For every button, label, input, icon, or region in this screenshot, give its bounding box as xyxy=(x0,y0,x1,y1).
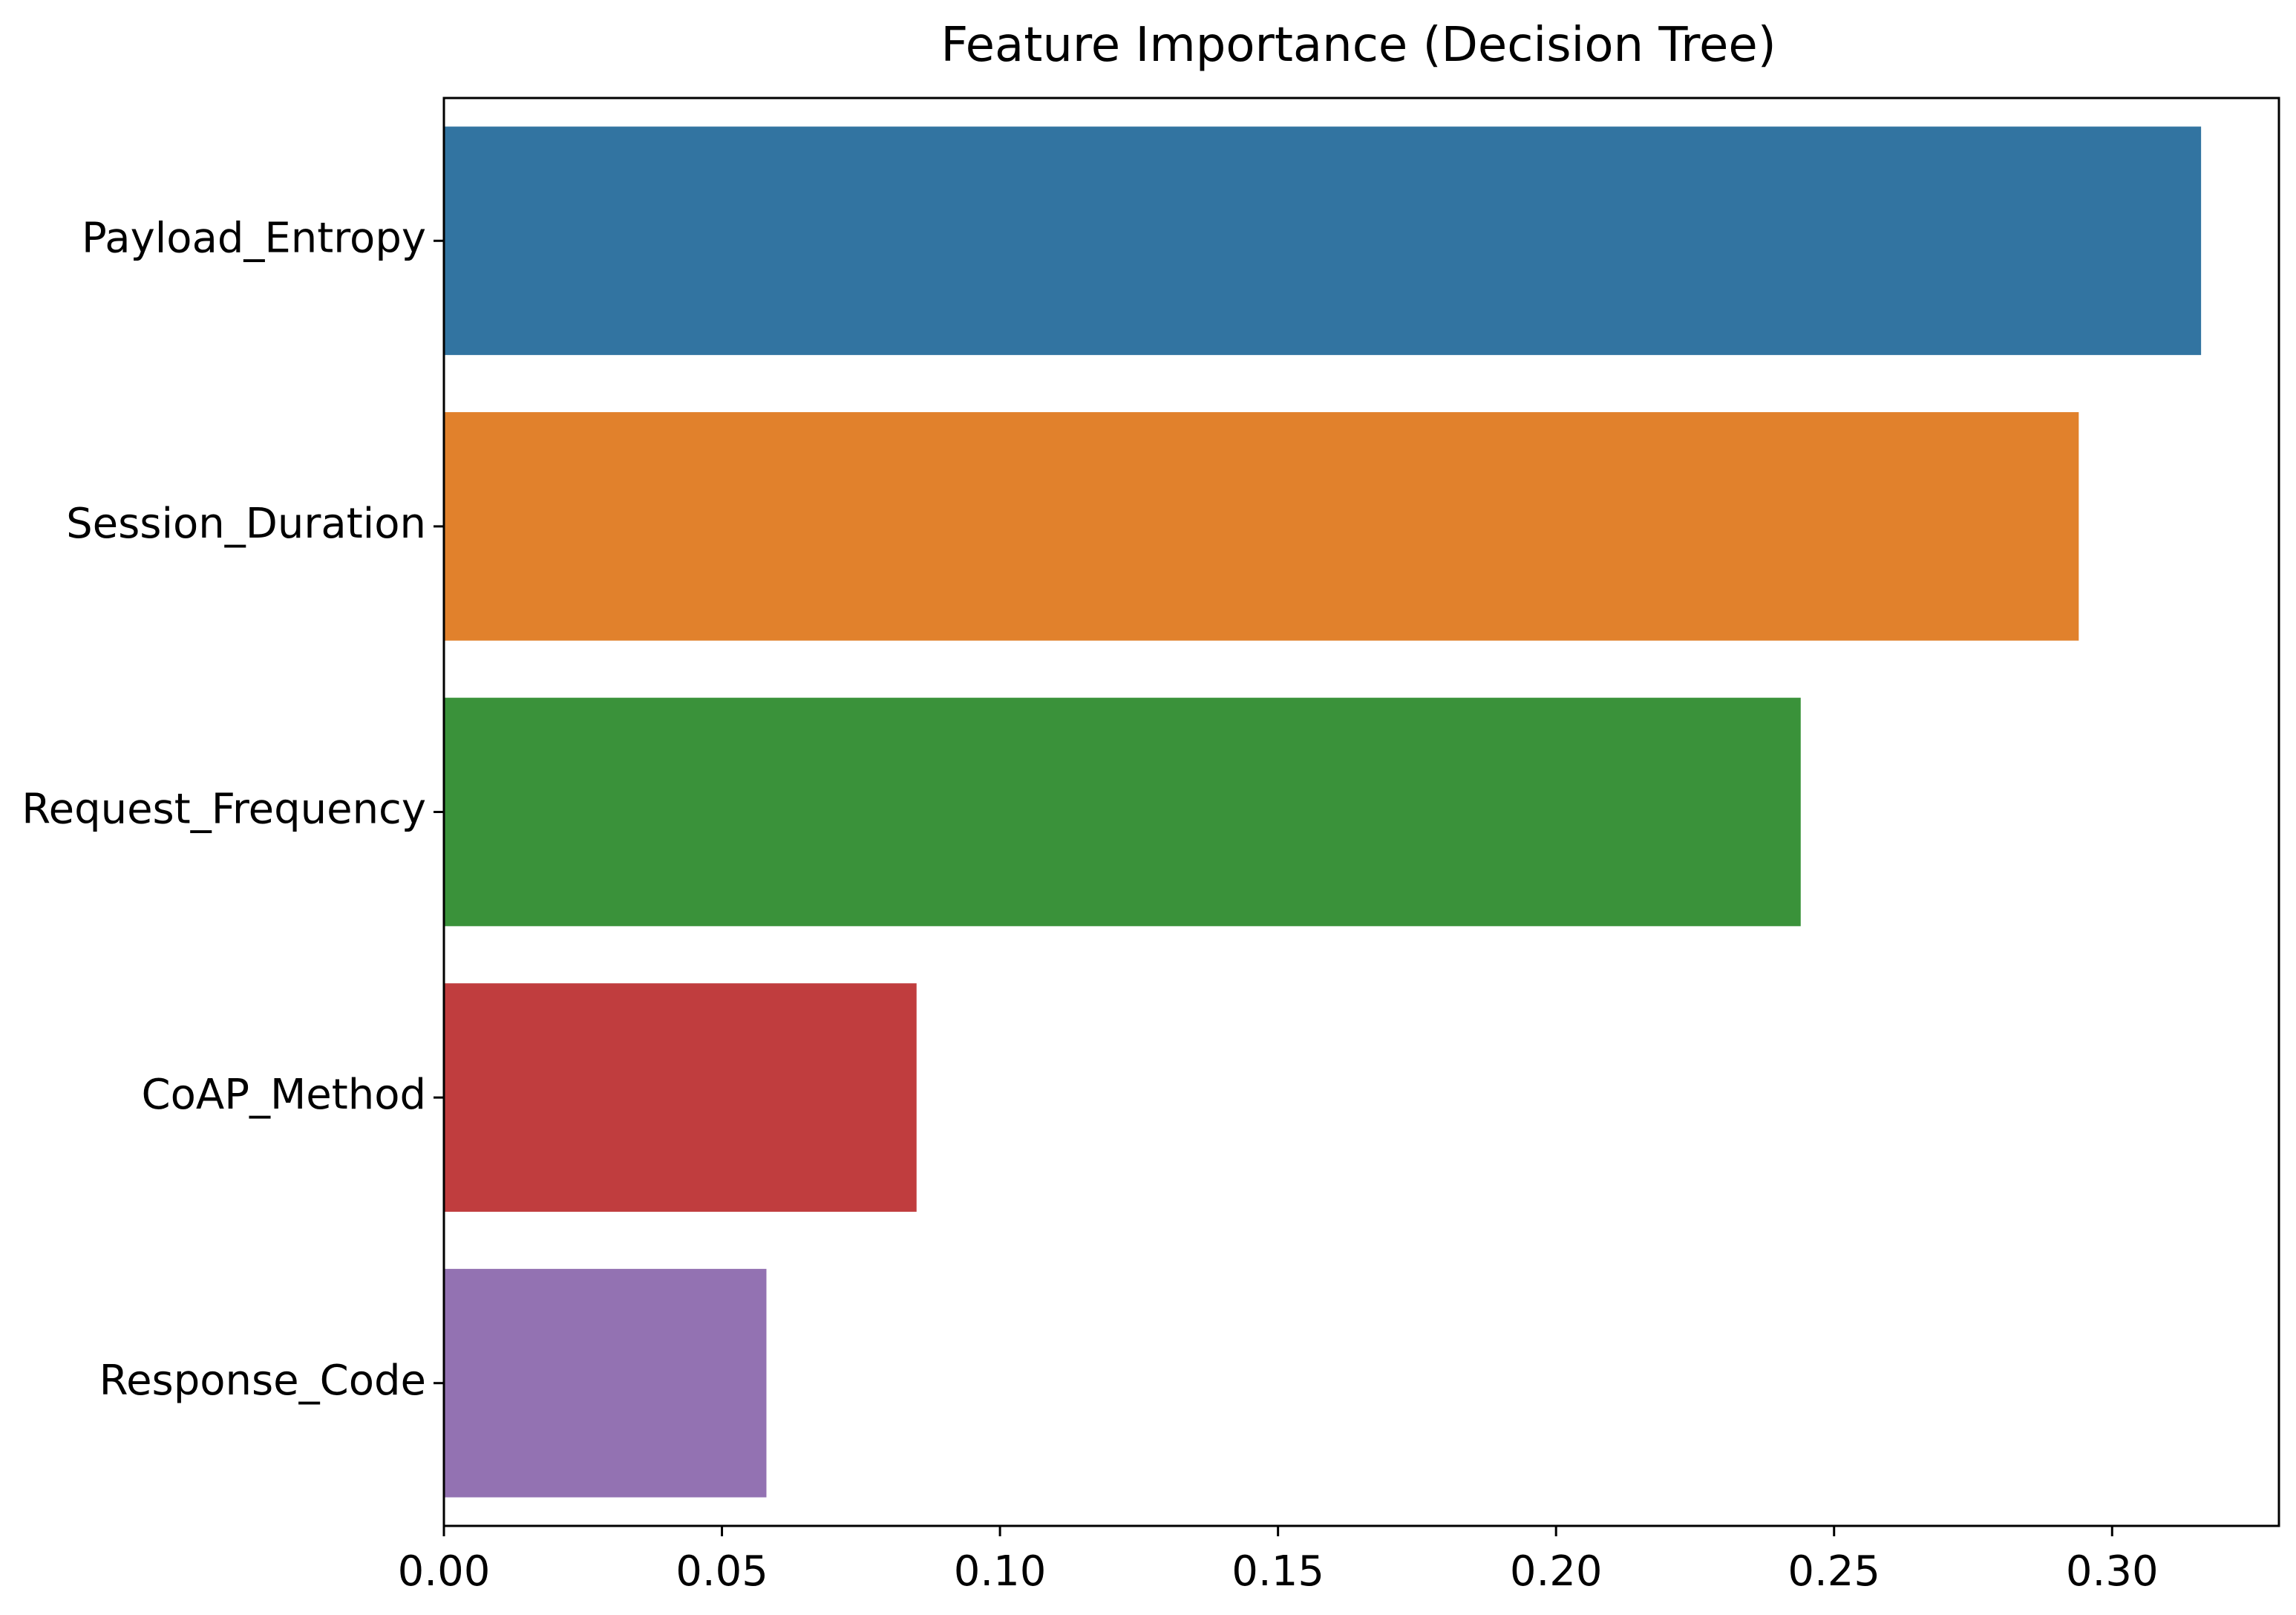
plot-frame xyxy=(442,97,2280,1527)
y-tick-label: Request_Frequency xyxy=(22,786,426,834)
chart-title: Feature Importance (Decision Tree) xyxy=(941,18,1776,73)
bar-session-duration xyxy=(444,412,2079,641)
bar-payload-entropy xyxy=(444,126,2202,356)
y-tick-label: Session_Duration xyxy=(66,500,426,548)
x-tick-label: 0.20 xyxy=(1510,1547,1603,1596)
x-tick-label: 0.25 xyxy=(1788,1547,1880,1596)
bar-response-code xyxy=(444,1268,767,1498)
y-tick-label: CoAP_Method xyxy=(142,1071,426,1119)
bar-request-frequency xyxy=(444,697,1801,927)
y-tick-label: Response_Code xyxy=(99,1357,426,1405)
bar-coap-method xyxy=(444,983,917,1212)
x-tick-label: 0.05 xyxy=(676,1547,768,1596)
y-axis: Payload_Entropy Session_Duration Request_F… xyxy=(22,214,444,1405)
x-tick-label: 0.10 xyxy=(954,1547,1047,1596)
x-tick-label: 0.15 xyxy=(1232,1547,1324,1596)
bars-group xyxy=(444,126,2202,1498)
x-tick-label: 0.00 xyxy=(398,1547,491,1596)
x-tick-label: 0.30 xyxy=(2066,1547,2159,1596)
y-tick-label: Payload_Entropy xyxy=(82,214,426,262)
x-axis: 0.00 0.05 0.10 0.15 0.20 0.25 0.30 xyxy=(398,1526,2159,1596)
